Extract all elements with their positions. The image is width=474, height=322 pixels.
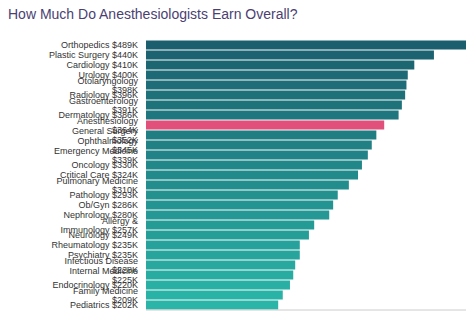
svg-text:Ob/Gyn $286K: Ob/Gyn $286K [78, 200, 138, 210]
svg-text:Infectious Disease$228K: Infectious Disease$228K [64, 256, 138, 275]
svg-text:Orthopedics $489K: Orthopedics $489K [61, 40, 138, 50]
svg-text:Cardiology $410K: Cardiology $410K [66, 60, 138, 70]
svg-text:Oncology $330K: Oncology $330K [71, 160, 138, 170]
svg-text:Rheumatology $235K: Rheumatology $235K [51, 240, 138, 250]
svg-text:General Surgery$352K: General Surgery$352K [72, 126, 139, 145]
svg-text:Neurology $249K: Neurology $249K [68, 230, 138, 240]
svg-text:Pathology $293K: Pathology $293K [69, 190, 138, 200]
svg-text:Pediatrics $202K: Pediatrics $202K [70, 300, 138, 310]
svg-text:Plastic Surgery $440K: Plastic Surgery $440K [49, 50, 138, 60]
